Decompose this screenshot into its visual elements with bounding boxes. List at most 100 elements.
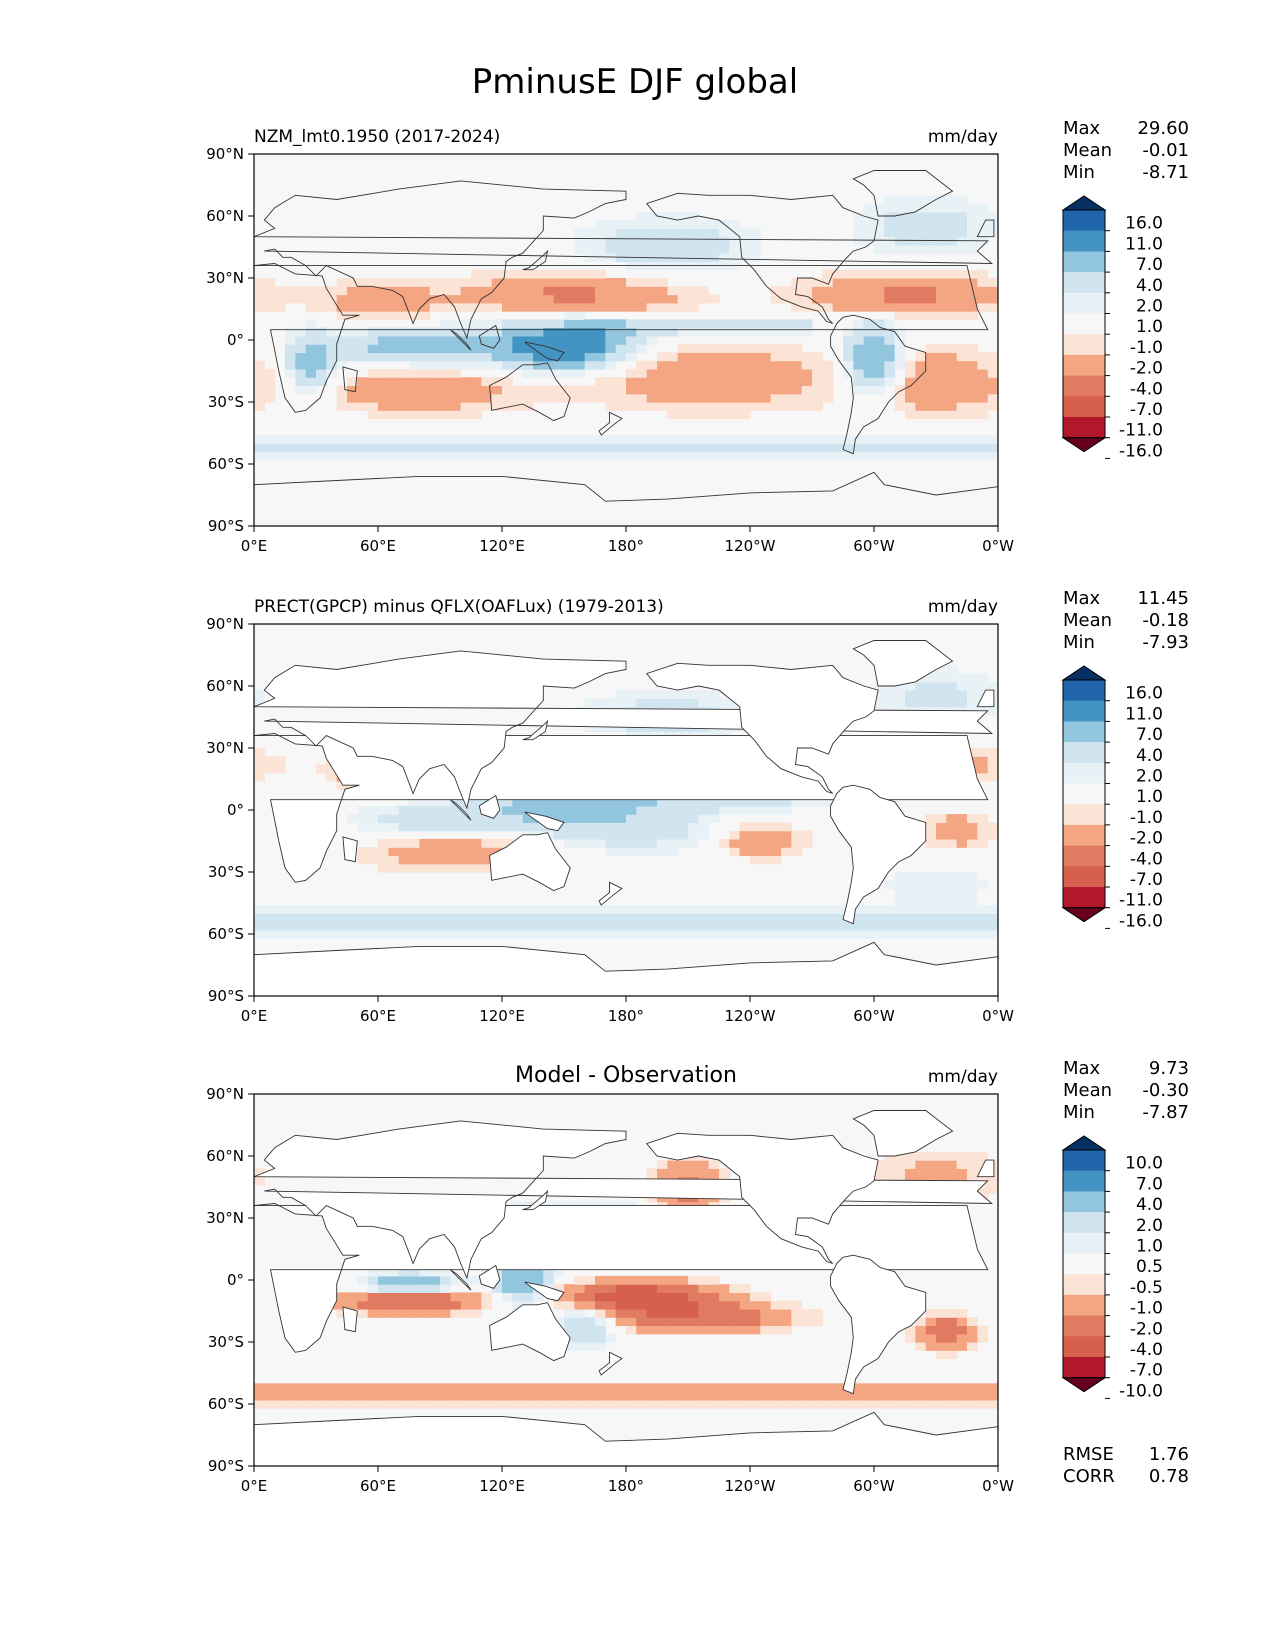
field-cell (863, 236, 875, 246)
field-cell (874, 929, 885, 939)
field-cell (502, 1292, 513, 1302)
colorbar-band (1063, 375, 1105, 397)
field-cell (677, 294, 689, 304)
field-cell (419, 286, 431, 296)
field-cell (646, 335, 658, 345)
field-cell (471, 294, 482, 304)
coastline (598, 1351, 623, 1376)
field-cell (574, 435, 586, 444)
field-cell (429, 352, 441, 362)
field-cell (574, 1391, 586, 1401)
field-cell (367, 1300, 379, 1310)
field-cell (657, 1308, 668, 1318)
field-cell (739, 319, 751, 329)
field-cell (636, 830, 648, 840)
field-cell (574, 286, 586, 296)
field-cell (409, 335, 420, 345)
field-cell (853, 1399, 865, 1409)
field-cell (336, 393, 348, 403)
field-cell (729, 1325, 741, 1335)
field-cell (956, 228, 968, 238)
field-cell (471, 838, 482, 848)
field-cell (409, 855, 420, 865)
field-cell (564, 443, 575, 453)
field-cell (367, 814, 379, 823)
field-cell (884, 1383, 896, 1393)
field-cell (750, 360, 761, 370)
field-cell (698, 1317, 710, 1327)
field-cell (460, 451, 472, 461)
field-cell (419, 905, 431, 914)
field-cell (316, 352, 327, 362)
x-tick-label: 120°E (479, 1007, 525, 1025)
land-layer (254, 640, 998, 996)
field-cell (626, 830, 637, 840)
field-cell (388, 822, 400, 832)
coastline (976, 1159, 995, 1178)
field-cell (677, 385, 689, 395)
field-cell (936, 1151, 947, 1161)
field-cell (915, 1342, 927, 1351)
field-cell (512, 402, 524, 411)
field-cell (925, 681, 937, 691)
field-cell (502, 929, 513, 939)
field-cell (646, 220, 658, 229)
field-cell (440, 1300, 451, 1310)
field-cell (801, 286, 813, 296)
field-cell (967, 880, 978, 890)
field-cell (977, 1383, 989, 1393)
colorbar-label: -7.0 (1130, 870, 1163, 890)
field-cell (657, 1383, 668, 1393)
field-cell (760, 855, 772, 865)
stat-value: -0.18 (1142, 610, 1189, 631)
field-cell (646, 929, 658, 939)
field-cell (874, 385, 885, 395)
field-cell (894, 1160, 906, 1169)
field-cell (388, 1284, 400, 1293)
field-cell (378, 1383, 389, 1393)
field-cell (398, 286, 410, 296)
field-cell (832, 286, 844, 296)
field-cell (626, 690, 637, 699)
field-cell (471, 377, 482, 387)
field-cell (419, 1383, 431, 1393)
field-cell (967, 278, 978, 287)
field-cell (646, 211, 658, 221)
field-cell (667, 830, 679, 840)
field-cell (543, 805, 555, 815)
field-cell (491, 905, 503, 914)
x-tick-label: 60°E (360, 1007, 396, 1025)
field-cell (450, 805, 462, 815)
field-cell (595, 905, 606, 914)
field-cell (688, 377, 699, 387)
field-cell (388, 1383, 400, 1393)
field-cell (595, 278, 606, 287)
colorbar-label: -11.0 (1119, 421, 1163, 441)
field-cell (739, 327, 751, 337)
field-cell (750, 1391, 761, 1401)
field-cell (429, 368, 441, 378)
x-tick-label: 120°E (479, 537, 525, 555)
field-cell (264, 913, 276, 923)
field-cell (884, 236, 896, 246)
field-cell (739, 921, 751, 931)
field-cell (646, 830, 658, 840)
colorbar-band (1063, 1253, 1105, 1275)
field-cell (843, 302, 854, 312)
field-cell (553, 435, 565, 444)
field-cell (739, 805, 751, 815)
field-cell (543, 443, 555, 453)
field-cell (543, 269, 555, 279)
field-cell (832, 921, 844, 931)
field-cell (781, 1383, 792, 1393)
field-cell (739, 1308, 751, 1318)
field-cell (884, 1399, 896, 1409)
field-cell (429, 805, 441, 815)
field-cell (843, 451, 854, 461)
field-cell (915, 385, 927, 395)
field-cell (967, 1151, 978, 1161)
field-cell (905, 236, 916, 246)
field-cell (925, 393, 937, 403)
field-cell (512, 344, 524, 353)
field-cell (419, 847, 431, 857)
